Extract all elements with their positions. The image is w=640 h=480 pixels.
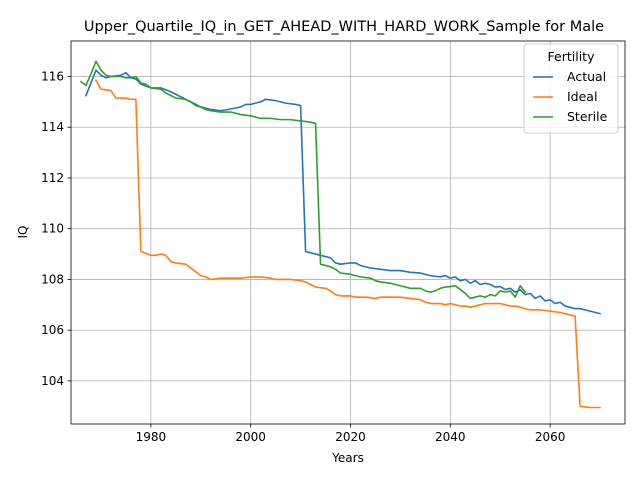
series-line-ideal <box>94 79 601 409</box>
x-tick-label: 1980 <box>136 430 167 444</box>
series-line-actual <box>84 69 602 315</box>
series-line-sterile <box>79 60 527 300</box>
legend-label-ideal: Ideal <box>567 89 597 104</box>
y-tick-label: 108 <box>41 272 64 286</box>
x-axis-label: Years <box>331 451 364 465</box>
y-axis-label: IQ <box>16 226 30 239</box>
chart-title: Upper_Quartile_IQ_in_GET_AHEAD_WITH_HARD… <box>84 19 604 35</box>
series-lines <box>79 60 602 409</box>
plot-area-frame <box>70 40 626 425</box>
x-tick-label: 2040 <box>435 430 466 444</box>
axis-ticks: 1980 2000 2020 2040 2060 104 106 108 110 112 114 11… <box>41 70 565 444</box>
legend: Fertility Actual Ideal Sterile <box>523 43 619 134</box>
y-tick-label: 116 <box>41 70 64 84</box>
y-tick-label: 110 <box>41 222 64 236</box>
y-tick-label: 106 <box>41 323 64 337</box>
legend-label-actual: Actual <box>567 69 606 84</box>
y-tick-label: 104 <box>41 374 64 388</box>
x-tick-label: 2060 <box>535 430 566 444</box>
legend-label-sterile: Sterile <box>567 109 608 124</box>
y-tick-label: 114 <box>41 120 64 134</box>
y-tick-label: 112 <box>41 171 64 185</box>
legend-box <box>523 43 619 134</box>
x-tick-label: 2000 <box>235 430 266 444</box>
legend-title: Fertility <box>548 49 596 64</box>
x-tick-label: 2020 <box>335 430 366 444</box>
